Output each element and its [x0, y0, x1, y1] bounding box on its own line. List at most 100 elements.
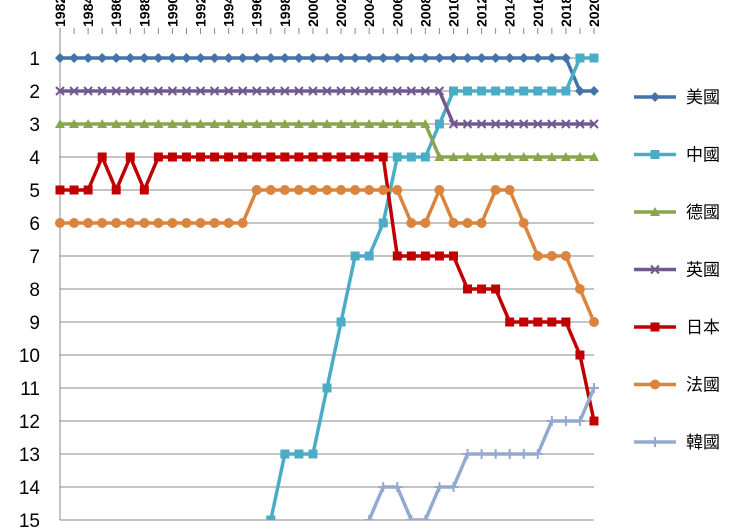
x-tick-label: 1998 — [277, 0, 293, 27]
data-point — [476, 449, 487, 459]
data-point — [153, 53, 164, 63]
data-point — [238, 152, 248, 162]
series-6 — [364, 383, 599, 520]
legend-item: 英國 — [634, 261, 720, 281]
y-tick-label: 11 — [20, 379, 40, 400]
x-tick-label: 2012 — [474, 0, 490, 27]
legend-label: 德國 — [686, 203, 720, 223]
data-point — [518, 152, 529, 161]
data-point — [448, 152, 459, 161]
data-point — [181, 119, 192, 128]
data-point — [490, 119, 501, 129]
data-point — [69, 185, 79, 195]
y-tick-label: 5 — [29, 181, 40, 202]
series-layer — [55, 53, 599, 520]
data-point — [490, 152, 501, 161]
data-point — [532, 251, 543, 261]
data-point — [111, 185, 121, 195]
data-point — [561, 119, 571, 129]
data-point — [462, 449, 473, 459]
data-point — [448, 218, 459, 228]
data-point — [322, 383, 332, 393]
legend-item: 韓國 — [634, 433, 720, 453]
data-point — [125, 218, 136, 228]
data-point — [294, 86, 304, 96]
data-point — [575, 350, 585, 360]
data-point — [406, 119, 417, 128]
data-point — [237, 119, 248, 128]
data-point — [111, 86, 121, 96]
data-point — [55, 119, 65, 128]
data-point — [209, 119, 220, 128]
x-axis-ticks: 1982 1984 1986 1988 1990 1992 1994 1996 1998 2000… — [52, 0, 602, 34]
data-point — [195, 218, 206, 228]
data-point — [589, 317, 599, 327]
data-point — [420, 515, 431, 520]
data-point — [477, 284, 487, 294]
legend-item: 日本 — [634, 318, 720, 338]
data-point — [589, 416, 599, 426]
data-point — [364, 152, 374, 162]
data-point — [139, 218, 150, 228]
data-point — [532, 152, 543, 161]
data-point — [518, 53, 529, 63]
data-point — [518, 449, 529, 459]
data-point — [111, 119, 122, 128]
data-point — [434, 251, 444, 261]
data-point — [364, 119, 375, 128]
data-point — [167, 152, 177, 162]
y-tick-label: 1 — [29, 49, 40, 70]
data-point — [448, 251, 458, 261]
data-point — [378, 86, 388, 96]
legend-item: 美國 — [634, 88, 720, 108]
data-point — [378, 152, 388, 162]
data-point — [111, 53, 122, 63]
data-point — [491, 284, 501, 294]
data-point — [532, 53, 543, 63]
y-tick-label: 15 — [19, 511, 40, 532]
data-point — [83, 185, 93, 195]
data-point — [378, 185, 389, 195]
data-point — [265, 119, 276, 128]
legend-label: 日本 — [686, 318, 720, 338]
data-point — [139, 53, 150, 63]
data-point — [293, 185, 304, 195]
data-point — [504, 449, 515, 459]
data-point — [574, 284, 585, 294]
data-point — [462, 152, 473, 161]
x-tick-label: 2008 — [417, 0, 433, 27]
data-point — [406, 251, 416, 261]
data-point — [575, 119, 585, 129]
data-point — [97, 152, 107, 162]
data-point — [560, 251, 571, 261]
data-point — [336, 86, 346, 96]
data-point — [252, 152, 262, 162]
data-point — [280, 449, 290, 459]
data-point — [546, 53, 557, 63]
data-point — [491, 86, 501, 96]
x-tick-label: 2006 — [389, 0, 405, 27]
data-point — [167, 86, 178, 96]
data-point — [55, 53, 65, 63]
legend-label: 英國 — [686, 261, 720, 281]
data-point — [546, 251, 557, 261]
data-point — [574, 86, 585, 96]
data-point — [350, 119, 361, 128]
data-point — [561, 86, 571, 96]
data-point — [251, 185, 262, 195]
series-0 — [55, 53, 599, 96]
data-point — [420, 86, 431, 96]
data-point — [265, 185, 276, 195]
series-5 — [55, 185, 599, 327]
data-point — [111, 218, 122, 228]
data-point — [125, 86, 135, 96]
data-point — [210, 152, 220, 162]
data-point — [392, 482, 403, 492]
data-point — [167, 53, 178, 63]
data-point — [505, 317, 515, 327]
data-point — [589, 383, 599, 393]
data-point — [279, 53, 290, 63]
data-point — [462, 218, 473, 228]
legend-marker — [650, 437, 660, 447]
